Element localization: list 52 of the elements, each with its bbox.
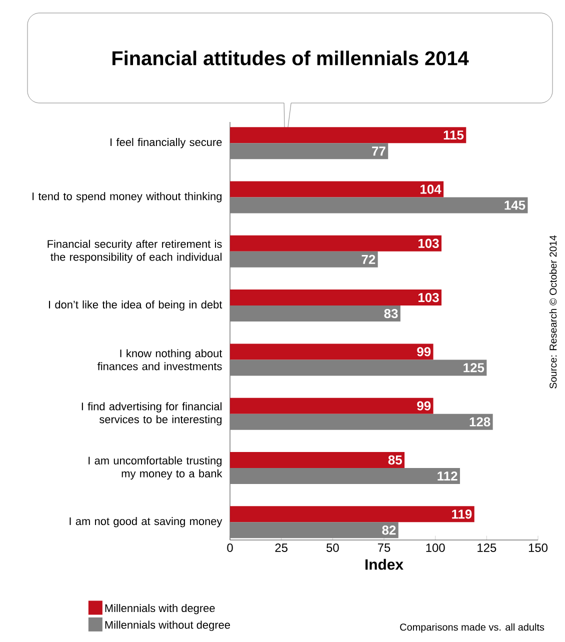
- bar: [230, 235, 442, 252]
- bar: [230, 290, 442, 306]
- y-tick-label: I don’t like the idea of being in debt: [49, 300, 222, 311]
- data-label: 125: [464, 363, 484, 372]
- y-tick-label: I am uncomfortable trusting my money to a bank: [88, 456, 222, 480]
- x-tick-label: 0: [227, 544, 233, 552]
- x-tick-label: 50: [326, 544, 339, 552]
- data-label: 145: [504, 200, 526, 210]
- y-tick-label: I tend to spend money without thinking: [32, 192, 222, 202]
- x-tick-label: 25: [275, 544, 288, 552]
- text: Comparisons made vs. all adults: [400, 623, 544, 633]
- data-label: 83: [384, 308, 398, 318]
- data-label: 99: [417, 401, 431, 410]
- data-label: 85: [388, 455, 402, 465]
- data-label: 104: [420, 184, 442, 194]
- x-tick-label: 150: [528, 544, 548, 552]
- chart-title: Financial attitudes of millennials 2014: [112, 50, 469, 66]
- source-note: Source: Research © October 2014: [549, 235, 557, 388]
- bar: [230, 468, 460, 484]
- x-tick-label: 125: [478, 544, 496, 552]
- x-axis-title: Index: [365, 558, 404, 570]
- legend-label: Millennials without degree: [105, 620, 230, 631]
- data-label: 112: [438, 471, 458, 481]
- data-label: 82: [382, 526, 396, 535]
- x-tick-label: 75: [378, 544, 390, 552]
- bar: [230, 414, 493, 430]
- bar: [230, 127, 466, 144]
- y-tick-label: I am not good at saving money: [70, 517, 222, 528]
- bar: [230, 452, 405, 468]
- bar: [230, 181, 444, 198]
- y-tick-label: Financial security after retirement is the responsibility of each individual: [48, 240, 222, 263]
- x-tick-label: 100: [426, 544, 445, 552]
- bar: [230, 197, 528, 214]
- bar: [230, 143, 388, 160]
- data-label: 77: [372, 146, 386, 156]
- y-tick-label: I feel financially secure: [110, 138, 222, 148]
- bar: [230, 344, 434, 360]
- data-label: 128: [470, 417, 490, 426]
- data-label: 103: [418, 292, 439, 302]
- data-label: 115: [444, 130, 464, 140]
- data-label: 99: [417, 347, 431, 356]
- data-label: 103: [418, 238, 439, 248]
- bar: [230, 360, 487, 376]
- bar: [230, 251, 378, 268]
- bar: [230, 306, 400, 322]
- bar: [230, 398, 434, 414]
- bar: [230, 506, 474, 522]
- data-label: 119: [452, 510, 472, 519]
- y-tick-label: I find advertising for financial services to be interesting: [82, 402, 222, 426]
- legend-label: Millennials with degree: [105, 604, 215, 614]
- y-tick-label: I know nothing about finances and investments: [98, 349, 222, 370]
- data-label: 72: [362, 254, 376, 264]
